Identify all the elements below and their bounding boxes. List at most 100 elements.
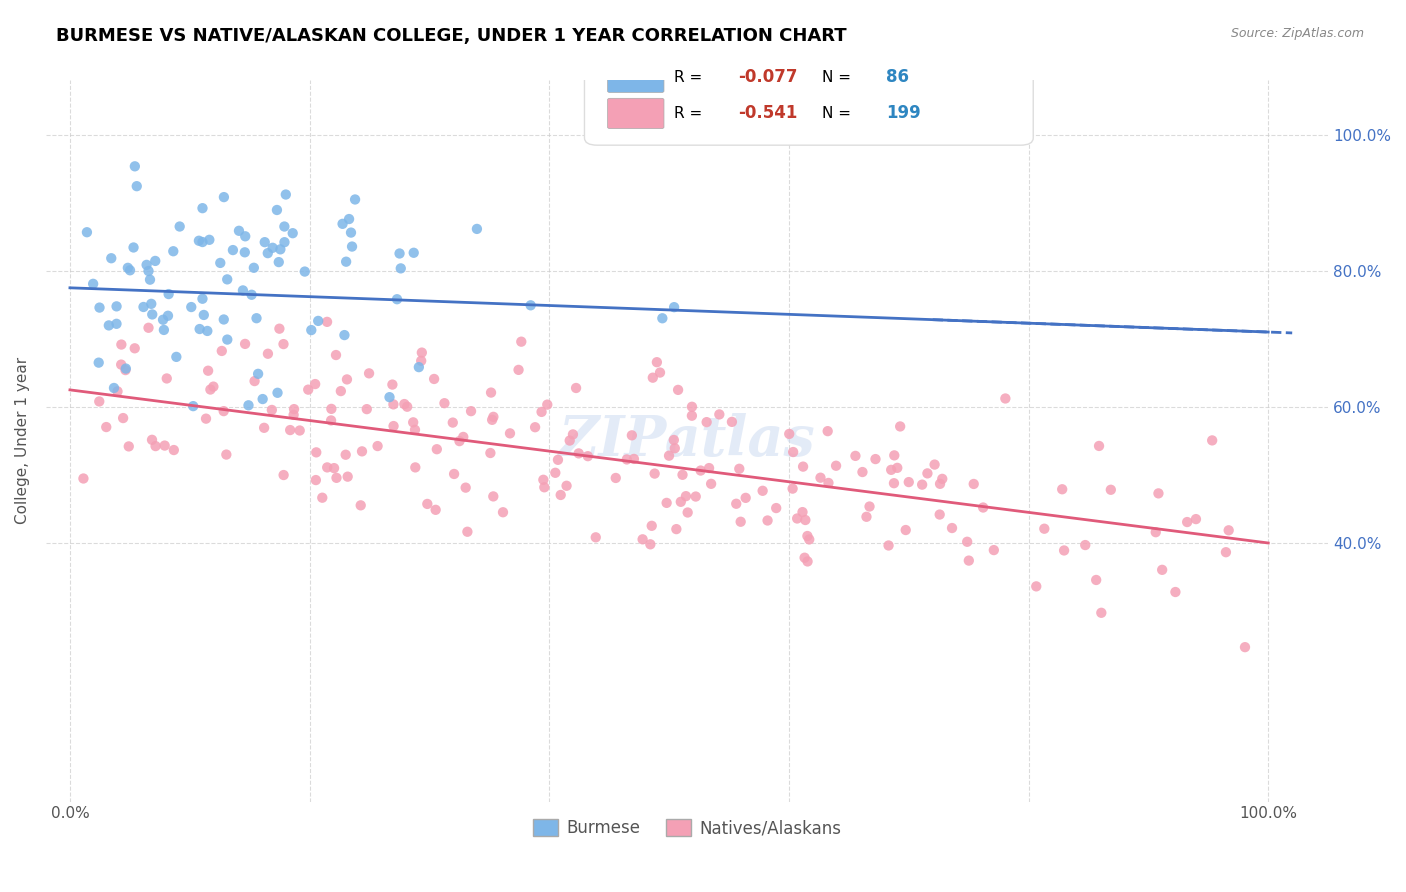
Point xyxy=(356,402,378,417)
Point xyxy=(416,497,439,511)
Point xyxy=(198,233,221,247)
Point xyxy=(162,244,184,259)
Point xyxy=(681,400,703,414)
Legend: Burmese, Natives/Alaskans: Burmese, Natives/Alaskans xyxy=(527,813,848,844)
Point xyxy=(165,350,187,364)
Point xyxy=(394,397,416,411)
Point xyxy=(426,442,449,457)
Point xyxy=(460,404,482,418)
Point xyxy=(983,543,1005,558)
Point xyxy=(751,483,773,498)
Text: R =: R = xyxy=(675,106,707,121)
Point xyxy=(778,426,800,441)
Point xyxy=(408,360,430,375)
Point xyxy=(238,398,260,412)
Point xyxy=(658,449,681,463)
Point xyxy=(631,533,654,547)
Point xyxy=(181,399,204,413)
Point xyxy=(232,284,254,298)
Point xyxy=(765,501,787,516)
Point xyxy=(105,299,128,313)
Point xyxy=(262,241,284,255)
Point xyxy=(357,367,380,381)
Point xyxy=(245,311,267,326)
Point xyxy=(212,404,235,418)
Point xyxy=(756,514,779,528)
Point xyxy=(794,513,817,527)
Point xyxy=(311,491,333,505)
Point xyxy=(481,413,503,427)
Point xyxy=(118,263,141,277)
FancyBboxPatch shape xyxy=(607,98,664,128)
Point xyxy=(215,448,238,462)
Point xyxy=(1152,563,1174,577)
Point xyxy=(274,187,297,202)
Point xyxy=(675,489,697,503)
Point xyxy=(547,452,569,467)
Point xyxy=(645,355,668,369)
Point xyxy=(247,367,270,381)
Point xyxy=(465,222,488,236)
Point xyxy=(550,488,572,502)
Point xyxy=(281,226,304,240)
Point xyxy=(799,533,821,547)
Point xyxy=(817,424,839,438)
Point xyxy=(1144,525,1167,540)
Point xyxy=(782,445,804,459)
Point xyxy=(941,521,963,535)
Point xyxy=(709,408,731,422)
Point xyxy=(228,224,250,238)
Point xyxy=(141,297,163,311)
Point xyxy=(641,518,664,533)
Point xyxy=(72,471,94,485)
Point xyxy=(623,451,645,466)
Point xyxy=(886,460,908,475)
Point xyxy=(792,505,814,519)
Point xyxy=(1215,545,1237,559)
Point xyxy=(536,398,558,412)
Point xyxy=(605,471,627,485)
Point xyxy=(671,467,693,482)
Point xyxy=(350,499,373,513)
Point xyxy=(112,411,135,425)
Point xyxy=(817,475,839,490)
Point xyxy=(994,392,1017,406)
Point xyxy=(1090,606,1112,620)
Point xyxy=(138,264,160,278)
Point xyxy=(217,272,239,286)
Point xyxy=(792,459,814,474)
Point xyxy=(1185,512,1208,526)
Text: -0.541: -0.541 xyxy=(738,104,797,122)
Point xyxy=(332,217,354,231)
Point xyxy=(188,322,211,336)
Point xyxy=(782,482,804,496)
Point xyxy=(510,334,533,349)
Point xyxy=(266,385,288,400)
Point xyxy=(665,522,688,536)
Point xyxy=(253,421,276,435)
Point xyxy=(337,212,360,227)
Point xyxy=(195,324,218,338)
Text: N =: N = xyxy=(821,106,856,121)
Point xyxy=(877,539,900,553)
Point xyxy=(333,328,356,343)
Point xyxy=(278,423,301,437)
Point xyxy=(963,477,986,491)
Point xyxy=(880,463,903,477)
Point xyxy=(340,226,363,240)
Point xyxy=(152,312,174,326)
Point xyxy=(1147,486,1170,500)
Point xyxy=(260,403,283,417)
Point xyxy=(685,490,707,504)
Point xyxy=(197,364,219,378)
Point xyxy=(929,476,952,491)
Point xyxy=(388,246,411,260)
Point xyxy=(664,442,686,456)
Point xyxy=(644,467,666,481)
Point xyxy=(443,467,465,481)
Point xyxy=(957,553,980,567)
Point xyxy=(524,420,547,434)
Point xyxy=(243,260,266,275)
Point xyxy=(1233,640,1256,655)
Point xyxy=(243,374,266,388)
